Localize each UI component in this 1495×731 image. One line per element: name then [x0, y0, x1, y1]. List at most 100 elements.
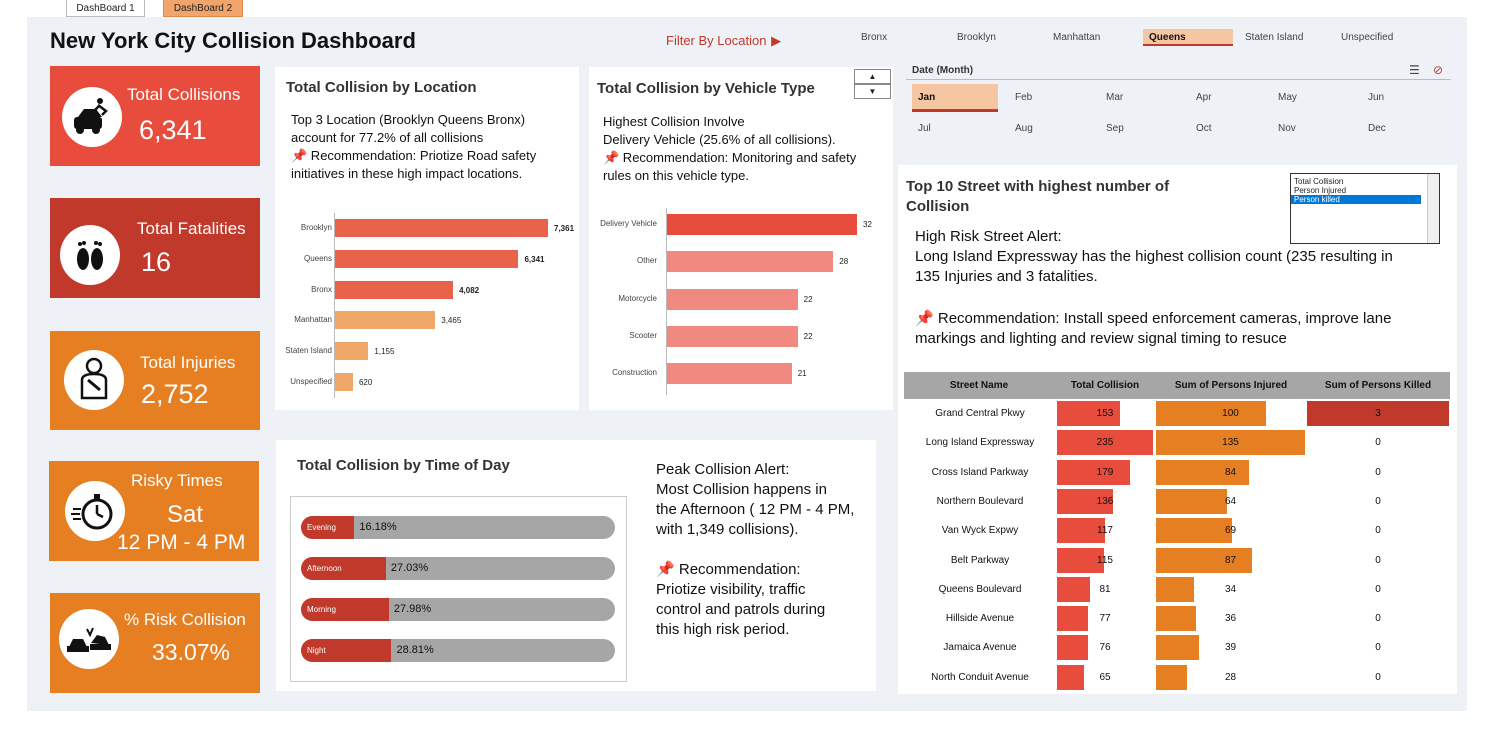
bar [335, 249, 519, 268]
collision-bar [1057, 459, 1131, 485]
month-nov[interactable]: Nov [1278, 123, 1296, 134]
street-name-cell: Cross Island Parkway [931, 466, 1029, 478]
injured-bar [1156, 576, 1194, 602]
category-label: Construction [612, 368, 657, 378]
month-sep[interactable]: Sep [1106, 123, 1124, 134]
data-label: 22 [803, 331, 813, 341]
category-label: Queens [303, 253, 332, 263]
injured-value: 100 [1222, 408, 1239, 419]
injured-bar [1156, 488, 1227, 514]
panel-text-span: Recommendation: Monitoring and safety [619, 150, 857, 165]
month-jan[interactable]: Jan [912, 84, 998, 112]
slicer-item-unspecified[interactable]: Unspecified [1341, 32, 1394, 43]
panel-text-line: Highest Collision Involve [603, 114, 745, 129]
slicer-item-staten-island[interactable]: Staten Island [1245, 32, 1304, 43]
data-label: 3,465 [441, 316, 462, 326]
data-label: 6,341 [524, 254, 545, 264]
bar [667, 214, 857, 235]
panel-text: Peak Collision Alert: Most Collision hap… [656, 460, 854, 640]
killed-value: 0 [1375, 525, 1381, 537]
collision-value: 65 [1099, 671, 1111, 683]
killed-value: 3 [1375, 408, 1381, 419]
bar [667, 363, 792, 385]
bar [667, 251, 834, 273]
killed-value: 0 [1375, 613, 1381, 625]
killed-value: 0 [1375, 583, 1381, 595]
kpi-risky-times: Risky Times Sat 12 PM - 4 PM [49, 461, 259, 561]
month-apr[interactable]: Apr [1196, 92, 1212, 103]
measure-scrollbar[interactable] [1427, 174, 1439, 243]
time-value-label: 16.18% [359, 521, 397, 533]
time-category-label: Morning [307, 605, 336, 614]
slicer-item-queens[interactable]: Queens [1143, 29, 1233, 46]
scroll-up-button[interactable]: ▲ [854, 69, 891, 84]
injured-value: 39 [1224, 642, 1237, 654]
panel-text-line: 📌 Recommendation: Monitoring and safety [603, 149, 856, 167]
data-label: 22 [803, 294, 813, 304]
injured-bar [1156, 606, 1196, 632]
collision-value: 77 [1099, 613, 1111, 625]
collision-bar [1057, 518, 1105, 544]
month-aug[interactable]: Aug [1015, 123, 1033, 134]
multi-select-icon[interactable]: ☰ [1409, 63, 1420, 77]
injured-bar [1156, 547, 1253, 573]
slicer-item-manhattan[interactable]: Manhattan [1053, 32, 1101, 43]
panel-text-line: with 1,349 collisions). [656, 521, 799, 538]
panel-text-line: account for 77.2% of all collisions [291, 130, 484, 145]
column-header-injured: Sum of Persons Injured [1156, 372, 1306, 399]
slicer-item-brooklyn[interactable]: Brooklyn [957, 32, 996, 43]
panel-text-line: the Afternoon ( 12 PM - 4 PM, [656, 501, 855, 518]
sheet-tab-dashboard-1[interactable]: DashBoard 1 [66, 0, 145, 17]
month-may[interactable]: May [1278, 92, 1297, 103]
pin-icon: 📌 [656, 561, 675, 578]
kpi-label: % Risk Collision [124, 610, 246, 629]
panel-title-line: Top 10 Street with highest number of [906, 178, 1170, 195]
clear-filter-icon[interactable]: ⊘ [1433, 63, 1444, 77]
injured-value: 28 [1224, 671, 1237, 683]
kpi-time-value: 12 PM - 4 PM [117, 531, 246, 554]
bar [335, 342, 369, 361]
column-header-killed: Sum of Persons Killed [1306, 372, 1450, 399]
category-label: Other [636, 256, 657, 266]
measure-option[interactable]: Total Collision [1294, 177, 1344, 186]
data-label: 21 [797, 369, 807, 379]
kpi-value: 6,341 [139, 115, 207, 145]
measure-option[interactable]: Person Injured [1294, 186, 1347, 195]
injured-bar [1156, 518, 1233, 544]
injured-value: 64 [1224, 495, 1237, 507]
category-label: Manhattan [294, 315, 332, 325]
month-feb[interactable]: Feb [1015, 92, 1033, 103]
category-label: Motorcycle [618, 293, 657, 303]
panel-text-line: 📌 Recommendation: Priotize Road safety [291, 147, 536, 165]
month-oct[interactable]: Oct [1196, 123, 1212, 134]
measure-selector[interactable]: Total Collision Person Injured Person ki… [1290, 173, 1440, 244]
kpi-total-injuries: Total Injuries 2,752 [50, 331, 260, 430]
month-jun[interactable]: Jun [1368, 92, 1385, 103]
scroll-down-button[interactable]: ▼ [854, 84, 891, 99]
time-bar-fill [301, 557, 386, 580]
sheet-tab-dashboard-2[interactable]: DashBoard 2 [163, 0, 243, 17]
stopwatch-icon [65, 481, 125, 541]
panel-text-line: control and patrols during [656, 601, 826, 618]
month-jul[interactable]: Jul [918, 123, 931, 134]
street-name-cell: Belt Parkway [950, 554, 1010, 566]
time-bar-fill [301, 516, 355, 539]
street-name-cell: Jamaica Avenue [943, 642, 1017, 654]
category-label: Brooklyn [300, 223, 332, 232]
panel-text-line: High Risk Street Alert: [915, 228, 1062, 245]
filter-label: Filter By Location ▶ [666, 30, 781, 50]
collision-bar [1057, 547, 1104, 573]
killed-value: 0 [1375, 495, 1381, 507]
panel-text-line: Most Collision happens in [656, 481, 827, 498]
pin-icon: 📌 [915, 310, 934, 327]
injured-value: 87 [1224, 554, 1237, 566]
month-dec[interactable]: Dec [1368, 123, 1386, 134]
panel-text-line: 📌 Recommendation: [656, 560, 854, 580]
month-mar[interactable]: Mar [1106, 92, 1124, 103]
measure-option-selected[interactable]: Person killed [1291, 195, 1421, 204]
slicer-item-bronx[interactable]: Bronx [861, 32, 888, 43]
panel-text-line: Top 3 Location (Brooklyn Queens Bronx) [291, 112, 526, 127]
kpi-label: Total Injuries [140, 353, 236, 372]
chart-axis [334, 213, 335, 398]
collision-value: 153 [1096, 408, 1114, 419]
